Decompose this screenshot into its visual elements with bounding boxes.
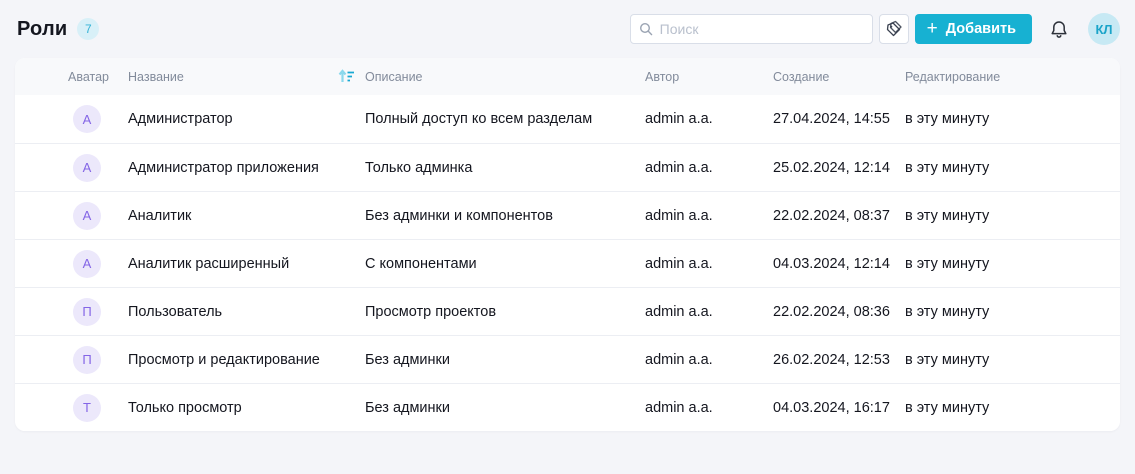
role-name: Только просмотр <box>128 399 242 416</box>
sort-ascending-icon[interactable] <box>338 68 355 85</box>
plus-icon: + <box>926 17 938 39</box>
row-avatar-cell: А <box>68 249 128 278</box>
row-avatar-cell: П <box>68 345 128 374</box>
role-description: Просмотр проектов <box>365 303 497 320</box>
role-edited: в эту минуту <box>905 159 990 176</box>
role-author: admin a.a. <box>645 399 713 416</box>
roles-table: Аватар Название Описание Автор Создание … <box>15 58 1120 431</box>
role-edited: в эту минуту <box>905 351 990 368</box>
column-header-edited[interactable]: Редактирование <box>905 69 1001 84</box>
table-row[interactable]: А Администратор Полный доступ ко всем ра… <box>15 95 1120 143</box>
table-row[interactable]: А Администратор приложения Только админк… <box>15 143 1120 191</box>
role-created: 04.03.2024, 16:17 <box>773 399 890 416</box>
role-avatar: Т <box>73 393 101 422</box>
column-header-name-label: Название <box>128 69 184 84</box>
role-edited: в эту минуту <box>905 111 990 127</box>
add-button[interactable]: + Добавить <box>914 14 1032 44</box>
search-icon <box>639 22 653 36</box>
role-created: 25.02.2024, 12:14 <box>773 159 890 176</box>
table-row[interactable]: П Пользователь Просмотр проектов admin a… <box>15 287 1120 335</box>
table-header-row: Аватар Название Описание Автор Создание … <box>15 58 1120 95</box>
role-avatar: А <box>73 249 101 278</box>
role-description: Без админки и компонентов <box>365 207 553 224</box>
role-avatar: П <box>73 345 101 374</box>
tags-icon <box>885 20 903 38</box>
role-name: Администратор <box>128 111 233 127</box>
role-avatar: А <box>73 105 101 133</box>
role-description: Только админка <box>365 159 473 176</box>
role-edited: в эту минуту <box>905 399 990 416</box>
role-avatar: П <box>73 297 101 326</box>
search-input[interactable] <box>659 21 864 37</box>
column-header-created[interactable]: Создание <box>773 69 830 84</box>
role-name: Просмотр и редактирование <box>128 351 320 368</box>
role-description: Без админки <box>365 351 450 368</box>
role-author: admin a.a. <box>645 351 713 368</box>
role-created: 26.02.2024, 12:53 <box>773 351 890 368</box>
role-description: С компонентами <box>365 255 477 272</box>
role-author: admin a.a. <box>645 111 713 127</box>
column-header-name[interactable]: Название <box>128 68 365 85</box>
role-edited: в эту минуту <box>905 255 990 272</box>
column-header-description[interactable]: Описание <box>365 69 423 84</box>
role-created: 04.03.2024, 12:14 <box>773 255 890 272</box>
role-edited: в эту минуту <box>905 303 990 320</box>
row-avatar-cell: Т <box>68 393 128 422</box>
table-row[interactable]: А Аналитик Без админки и компонентов adm… <box>15 191 1120 239</box>
role-author: admin a.a. <box>645 255 713 272</box>
role-author: admin a.a. <box>645 207 713 224</box>
tags-filter-button[interactable] <box>878 14 909 44</box>
topbar-actions: + Добавить КЛ <box>629 13 1120 45</box>
table-row[interactable]: Т Только просмотр Без админки admin a.a.… <box>15 383 1120 431</box>
role-edited: в эту минуту <box>905 207 990 224</box>
table-row[interactable]: А Аналитик расширенный С компонентами ad… <box>15 239 1120 287</box>
row-avatar-cell: А <box>68 201 128 230</box>
role-avatar: А <box>73 153 101 182</box>
role-name: Аналитик расширенный <box>128 255 290 272</box>
search-box[interactable] <box>629 14 873 44</box>
role-name: Пользователь <box>128 303 223 320</box>
notifications-bell-icon[interactable] <box>1049 19 1069 40</box>
table-row[interactable]: П Просмотр и редактирование Без админки … <box>15 335 1120 383</box>
role-created: 22.02.2024, 08:37 <box>773 207 890 224</box>
count-badge: 7 <box>77 18 100 40</box>
column-header-avatar[interactable]: Аватар <box>68 69 110 84</box>
column-header-author[interactable]: Автор <box>645 69 680 84</box>
role-created: 27.04.2024, 14:55 <box>773 111 890 127</box>
role-author: admin a.a. <box>645 303 713 320</box>
role-description: Без админки <box>365 399 450 416</box>
user-avatar[interactable]: КЛ <box>1088 13 1120 45</box>
role-created: 22.02.2024, 08:36 <box>773 303 890 320</box>
topbar: Роли 7 + Добавить <box>0 0 1135 58</box>
row-avatar-cell: П <box>68 297 128 326</box>
add-button-label: Добавить <box>945 21 1016 37</box>
table-body: А Администратор Полный доступ ко всем ра… <box>15 95 1120 431</box>
page-title: Роли <box>17 17 68 40</box>
role-avatar: А <box>73 201 101 230</box>
role-description: Полный доступ ко всем разделам <box>365 111 593 127</box>
role-author: admin a.a. <box>645 159 713 176</box>
role-name: Администратор приложения <box>128 159 319 176</box>
row-avatar-cell: А <box>68 153 128 182</box>
role-name: Аналитик <box>128 207 192 224</box>
row-avatar-cell: А <box>68 105 128 133</box>
